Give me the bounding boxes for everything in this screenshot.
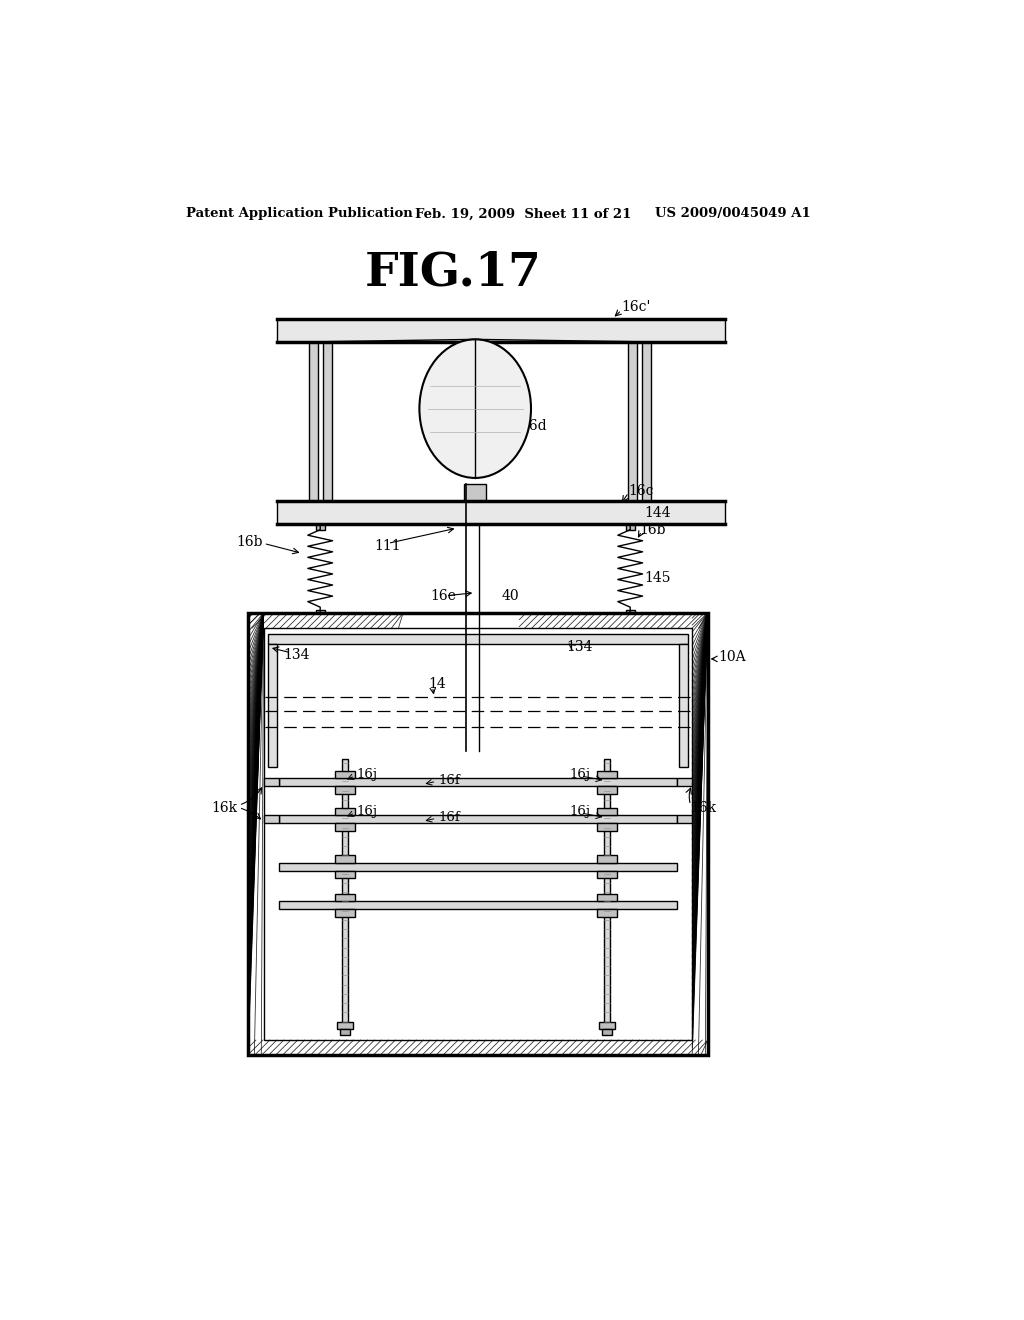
Text: 144: 144 [644,506,671,520]
Bar [597,785,617,793]
Bar [597,871,617,878]
Text: 16b: 16b [237,535,263,549]
Text: 16k: 16k [690,800,717,814]
Text: 16b: 16b [640,523,666,536]
Bar [335,808,355,816]
Bar [263,816,280,822]
Text: 134: 134 [283,648,309,663]
Ellipse shape [420,339,531,478]
Bar [464,484,486,502]
Bar [602,1030,611,1035]
Bar [280,902,677,909]
Bar [335,785,355,793]
Bar [340,1030,349,1035]
Bar [276,502,725,524]
Bar [597,771,617,779]
Bar [337,1022,352,1028]
Bar [276,318,725,342]
Bar [642,342,651,502]
Bar [597,822,617,830]
Text: US 2009/0045049 A1: US 2009/0045049 A1 [655,207,811,220]
Bar [280,816,677,822]
Bar [604,759,610,1024]
Bar [626,524,635,531]
Text: 145: 145 [644,572,671,585]
Bar [597,894,617,902]
Text: FIG.17: FIG.17 [366,249,542,296]
Bar [280,863,677,871]
Bar [597,855,617,863]
Text: 16f: 16f [438,810,460,824]
Text: 16j: 16j [569,805,591,818]
Text: 16c': 16c' [622,300,651,314]
Bar [597,909,617,917]
Bar [335,871,355,878]
Bar [315,524,325,531]
Bar [677,779,692,785]
Text: Feb. 19, 2009  Sheet 11 of 21: Feb. 19, 2009 Sheet 11 of 21 [415,207,631,220]
Bar [597,808,617,816]
Bar [263,628,692,1040]
Text: 16f: 16f [438,774,460,787]
Text: 111: 111 [375,539,401,553]
Text: 40: 40 [502,589,519,603]
Bar [335,855,355,863]
Text: 16j: 16j [356,768,378,781]
Bar [248,612,708,1056]
Bar [626,610,635,616]
Text: 14: 14 [429,677,446,692]
Bar [280,779,677,785]
Bar [315,610,325,616]
Bar [267,635,688,644]
Text: 10A: 10A [719,651,746,664]
Bar [599,1022,614,1028]
Bar [263,779,280,785]
Text: 16j: 16j [356,805,378,818]
Bar [335,909,355,917]
Text: Patent Application Publication: Patent Application Publication [186,207,413,220]
Text: 16e: 16e [430,589,456,603]
Bar [335,771,355,779]
Text: 16j: 16j [569,768,591,781]
Bar [335,822,355,830]
Text: 16d: 16d [520,420,547,433]
Bar [677,816,692,822]
Bar [335,894,355,902]
Bar [679,644,688,767]
Bar [342,759,348,1024]
Bar [308,342,317,502]
Bar [323,342,332,502]
Text: 16c: 16c [629,484,654,498]
Text: 134: 134 [566,640,592,655]
Bar [267,644,276,767]
Text: 16k: 16k [212,800,238,814]
Bar [628,342,637,502]
